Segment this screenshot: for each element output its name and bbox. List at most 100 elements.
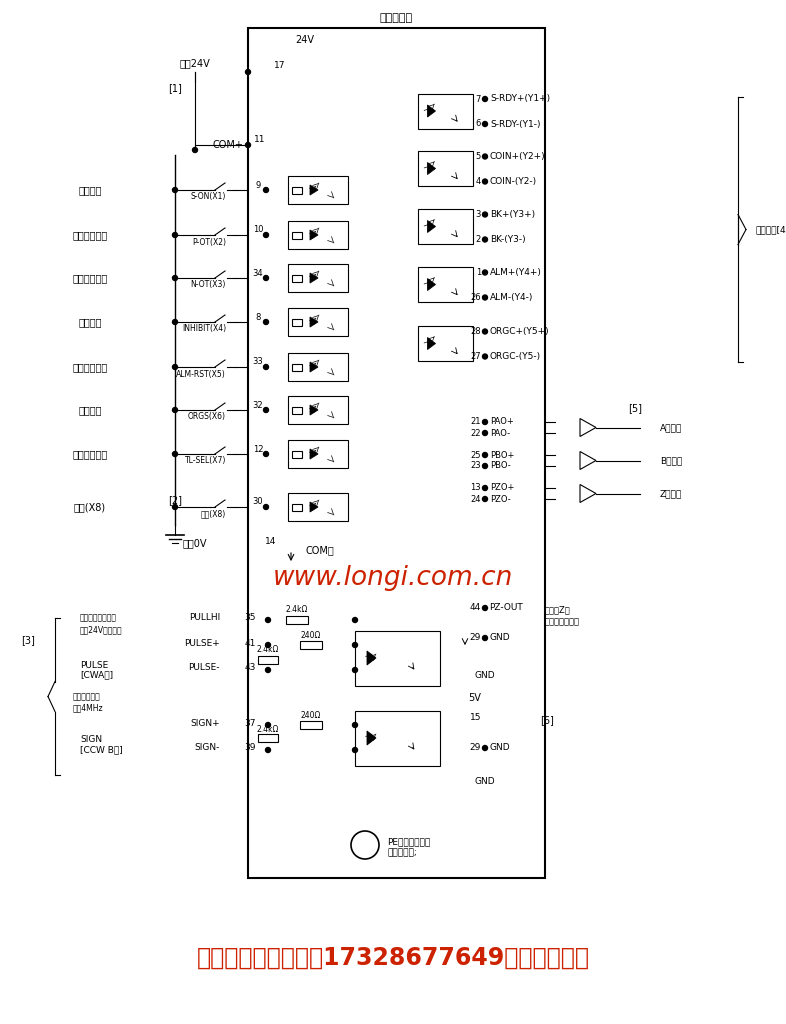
Circle shape xyxy=(172,187,178,193)
Polygon shape xyxy=(428,105,435,117)
Text: PULSE: PULSE xyxy=(80,660,108,670)
Text: GND: GND xyxy=(475,671,495,680)
Circle shape xyxy=(483,96,487,101)
Text: 转矩限制切换: 转矩限制切换 xyxy=(72,449,108,459)
Text: ORGC+(Y5+): ORGC+(Y5+) xyxy=(490,327,549,336)
Bar xyxy=(417,267,472,302)
Text: PULSE-: PULSE- xyxy=(189,664,220,673)
Text: [6]: [6] xyxy=(540,715,554,725)
Text: ORGS(X6): ORGS(X6) xyxy=(188,413,226,422)
Bar xyxy=(288,176,348,204)
Bar xyxy=(288,353,348,381)
Text: 22: 22 xyxy=(471,428,481,437)
Text: 最高4MHz: 最高4MHz xyxy=(73,703,104,713)
Polygon shape xyxy=(310,502,318,512)
Text: COM+: COM+ xyxy=(212,140,243,150)
Bar xyxy=(417,93,472,128)
Bar xyxy=(258,656,278,664)
Text: 9: 9 xyxy=(255,180,261,189)
Circle shape xyxy=(263,187,269,193)
Polygon shape xyxy=(310,185,318,195)
Circle shape xyxy=(263,275,269,281)
Polygon shape xyxy=(367,731,376,745)
Bar xyxy=(292,186,302,194)
Circle shape xyxy=(483,237,487,242)
Polygon shape xyxy=(367,651,376,665)
Text: 编码器Z相: 编码器Z相 xyxy=(545,605,571,614)
Bar xyxy=(417,151,472,186)
Circle shape xyxy=(266,642,270,647)
Text: BK+(Y3+): BK+(Y3+) xyxy=(490,210,535,219)
Text: 警报复位信号: 警报复位信号 xyxy=(72,362,108,372)
Text: 内部24V电源接口: 内部24V电源接口 xyxy=(80,626,123,635)
Text: 5: 5 xyxy=(476,152,481,161)
Text: 23: 23 xyxy=(470,462,481,470)
Text: 43: 43 xyxy=(244,664,255,673)
Text: 外部24V: 外部24V xyxy=(180,58,211,68)
Polygon shape xyxy=(310,406,318,415)
Text: 反向超程开关: 反向超程开关 xyxy=(72,273,108,283)
Bar xyxy=(292,318,302,326)
Text: 41: 41 xyxy=(244,639,255,647)
Circle shape xyxy=(172,275,178,281)
Circle shape xyxy=(263,452,269,457)
Text: GND: GND xyxy=(475,777,495,786)
Bar xyxy=(288,264,348,292)
Text: 3: 3 xyxy=(476,210,481,219)
Circle shape xyxy=(172,408,178,413)
Text: 器壳体相连;: 器壳体相连; xyxy=(387,849,417,857)
Text: 39: 39 xyxy=(244,743,255,753)
Circle shape xyxy=(266,668,270,673)
Circle shape xyxy=(483,745,487,751)
Polygon shape xyxy=(310,273,318,283)
Text: N-OT(X3): N-OT(X3) xyxy=(191,281,226,290)
Bar xyxy=(288,493,348,521)
Text: 2.4kΩ: 2.4kΩ xyxy=(286,605,308,614)
Circle shape xyxy=(483,453,487,458)
Text: B相输出: B相输出 xyxy=(660,456,682,465)
Text: 34: 34 xyxy=(252,268,263,278)
Text: 24: 24 xyxy=(471,495,481,504)
Circle shape xyxy=(245,142,251,147)
Circle shape xyxy=(483,605,487,610)
Text: PZ-OUT: PZ-OUT xyxy=(489,602,523,611)
Circle shape xyxy=(352,642,358,647)
Bar xyxy=(417,209,472,244)
Text: [1]: [1] xyxy=(168,83,182,93)
Bar xyxy=(292,504,302,511)
Text: COM－: COM－ xyxy=(306,545,335,555)
Circle shape xyxy=(483,329,487,334)
Polygon shape xyxy=(310,449,318,459)
Text: 4: 4 xyxy=(476,177,481,186)
Text: 240Ω: 240Ω xyxy=(301,711,321,720)
Text: 正向超程开关: 正向超程开关 xyxy=(72,230,108,240)
Text: 29: 29 xyxy=(469,743,481,753)
Text: 预留(X8): 预留(X8) xyxy=(74,502,106,512)
Text: Z相输出: Z相输出 xyxy=(660,489,682,498)
Bar xyxy=(292,274,302,282)
Text: 24V: 24V xyxy=(295,35,314,45)
Bar xyxy=(292,364,302,371)
Text: 伺服驱动器: 伺服驱动器 xyxy=(380,13,413,23)
Text: 21: 21 xyxy=(471,418,481,427)
Bar xyxy=(292,451,302,458)
Text: 10: 10 xyxy=(253,225,263,234)
Circle shape xyxy=(352,617,358,623)
Text: GND: GND xyxy=(489,743,509,753)
Bar xyxy=(292,407,302,414)
Text: [2]: [2] xyxy=(168,495,182,505)
Circle shape xyxy=(263,365,269,370)
Text: 35: 35 xyxy=(244,613,255,623)
Text: [CCW B相]: [CCW B相] xyxy=(80,745,123,755)
Text: 25: 25 xyxy=(471,451,481,460)
Circle shape xyxy=(483,122,487,127)
Text: ALM+(Y4+): ALM+(Y4+) xyxy=(490,268,542,278)
Text: 5V: 5V xyxy=(468,693,481,703)
Text: 原点信号: 原点信号 xyxy=(79,406,101,415)
Polygon shape xyxy=(428,338,435,349)
Text: PAO+: PAO+ xyxy=(490,418,514,427)
Text: 集电极开路输出: 集电极开路输出 xyxy=(545,617,580,627)
Text: 37: 37 xyxy=(244,719,255,727)
Circle shape xyxy=(483,295,487,300)
Bar xyxy=(288,308,348,336)
